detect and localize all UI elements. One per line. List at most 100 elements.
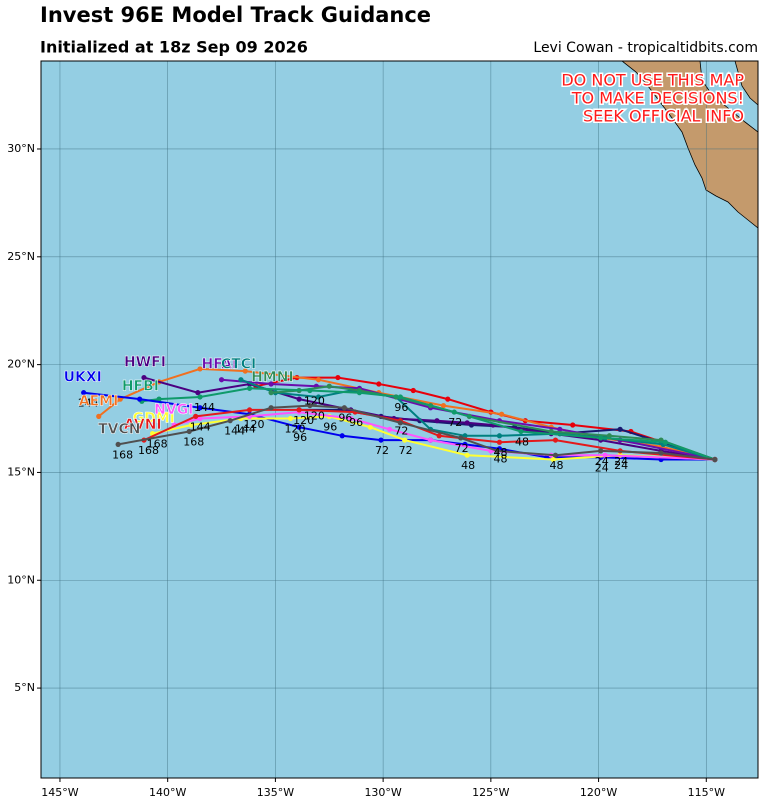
track-point — [238, 377, 244, 383]
forecast-hour: 96 — [349, 416, 363, 429]
forecast-hour: 96 — [323, 420, 337, 433]
land — [621, 61, 758, 229]
title: Invest 96E Model Track Guidance — [40, 3, 431, 27]
forecast-hour: 48 — [493, 446, 507, 459]
forecast-hour: 96 — [338, 412, 352, 425]
forecast-hour: 144 — [194, 401, 215, 414]
track-point — [557, 426, 563, 432]
forecast-hour: 144 — [190, 420, 211, 433]
axis-labels: 145°W 140°W 135°W 130°W 125°W 120°W 115°W 5°N 10… — [7, 142, 725, 799]
track-point — [81, 390, 87, 396]
track-point — [115, 441, 121, 448]
forecast-hour: 72 — [399, 444, 413, 457]
forecast-hour: 120 — [304, 410, 325, 423]
model-name: HFAI — [202, 357, 238, 373]
forecast-hour: 24 — [595, 455, 609, 468]
track-point — [348, 415, 354, 422]
model-tracks: 4872961201442448729612014424487296120144… — [63, 354, 718, 474]
forecast-hour: 144 — [235, 423, 256, 436]
forecast-hour: 24 — [614, 455, 628, 468]
track-point — [462, 433, 468, 439]
track-point — [367, 424, 373, 430]
model-name: TVCN — [98, 421, 140, 437]
track-point — [341, 405, 347, 411]
track-point — [440, 402, 447, 409]
credit: Levi Cowan - tropicaltidbits.com — [533, 40, 758, 56]
track-point — [326, 383, 332, 389]
model-name: AVNI — [124, 417, 162, 433]
track-point — [464, 420, 470, 426]
forecast-hour: 48 — [461, 459, 475, 472]
forecast-hour: 96 — [293, 431, 307, 444]
track-point — [598, 435, 604, 441]
warning-line: DO NOT USE THIS MAP — [561, 71, 744, 90]
track-point — [552, 437, 559, 443]
track-point — [598, 448, 604, 454]
mainland-mexico — [734, 61, 758, 106]
model-name: CTCI — [221, 357, 256, 373]
track-point — [378, 437, 384, 443]
track-point — [464, 452, 470, 458]
warning-line: SEEK OFFICIAL INFO — [583, 107, 744, 126]
track-point — [287, 415, 294, 422]
model-name: HWFI — [124, 355, 166, 371]
track-point — [496, 439, 503, 445]
track-point — [268, 405, 274, 411]
track-point — [662, 439, 668, 445]
model-name: HMNI — [251, 370, 294, 386]
track-point — [552, 452, 559, 458]
forecast-hour: 120 — [304, 394, 325, 407]
forecast-hour: 120 — [284, 423, 305, 436]
track-point — [296, 424, 302, 430]
baja-california — [621, 61, 758, 229]
forecast-hour: 72 — [455, 442, 469, 455]
track-point — [315, 377, 322, 383]
track-point — [268, 390, 274, 396]
track-point — [712, 456, 718, 463]
x-tick-label: 115°W — [688, 786, 725, 799]
track-point — [427, 437, 434, 443]
x-tick-label: 135°W — [257, 786, 294, 799]
forecast-hour: 72 — [448, 416, 462, 429]
track-point — [193, 413, 199, 419]
track-point — [356, 390, 363, 396]
track-point — [141, 374, 147, 381]
track-point — [242, 368, 248, 374]
forecast-hour: 24 — [595, 461, 609, 474]
track-point — [658, 450, 664, 456]
track-point — [246, 407, 253, 413]
track-point — [156, 396, 162, 402]
track-point — [499, 411, 505, 417]
track-point — [307, 387, 313, 394]
track-point — [96, 413, 102, 419]
track-point — [434, 418, 440, 424]
track-point — [397, 420, 403, 426]
forecast-hour: 24 — [614, 459, 628, 472]
track-point — [339, 433, 345, 439]
y-tick-label: 25°N — [7, 250, 35, 263]
forecast-hour: 144 — [78, 397, 99, 410]
track-point — [386, 426, 393, 432]
subtitle: Initialized at 18z Sep 09 2026 — [40, 38, 308, 57]
track-point — [246, 385, 253, 391]
map-frame — [40, 60, 759, 779]
forecast-hour: 72 — [375, 444, 389, 457]
model-name: NVGI — [154, 402, 193, 418]
track-point — [570, 422, 576, 428]
track-point — [496, 433, 503, 439]
y-tick-label: 5°N — [14, 681, 35, 694]
track-point — [436, 433, 442, 439]
forecast-hour: 168 — [112, 448, 133, 461]
model-name: AEMI — [79, 393, 119, 409]
track-point — [402, 437, 408, 443]
track-point — [197, 366, 203, 372]
track-line — [141, 387, 716, 461]
x-tick-label: 125°W — [472, 786, 509, 799]
track-point — [315, 394, 322, 400]
track-point — [376, 381, 382, 387]
y-tick-label: 30°N — [7, 142, 35, 155]
forecast-hour: 120 — [293, 414, 314, 427]
track-point — [617, 426, 623, 432]
